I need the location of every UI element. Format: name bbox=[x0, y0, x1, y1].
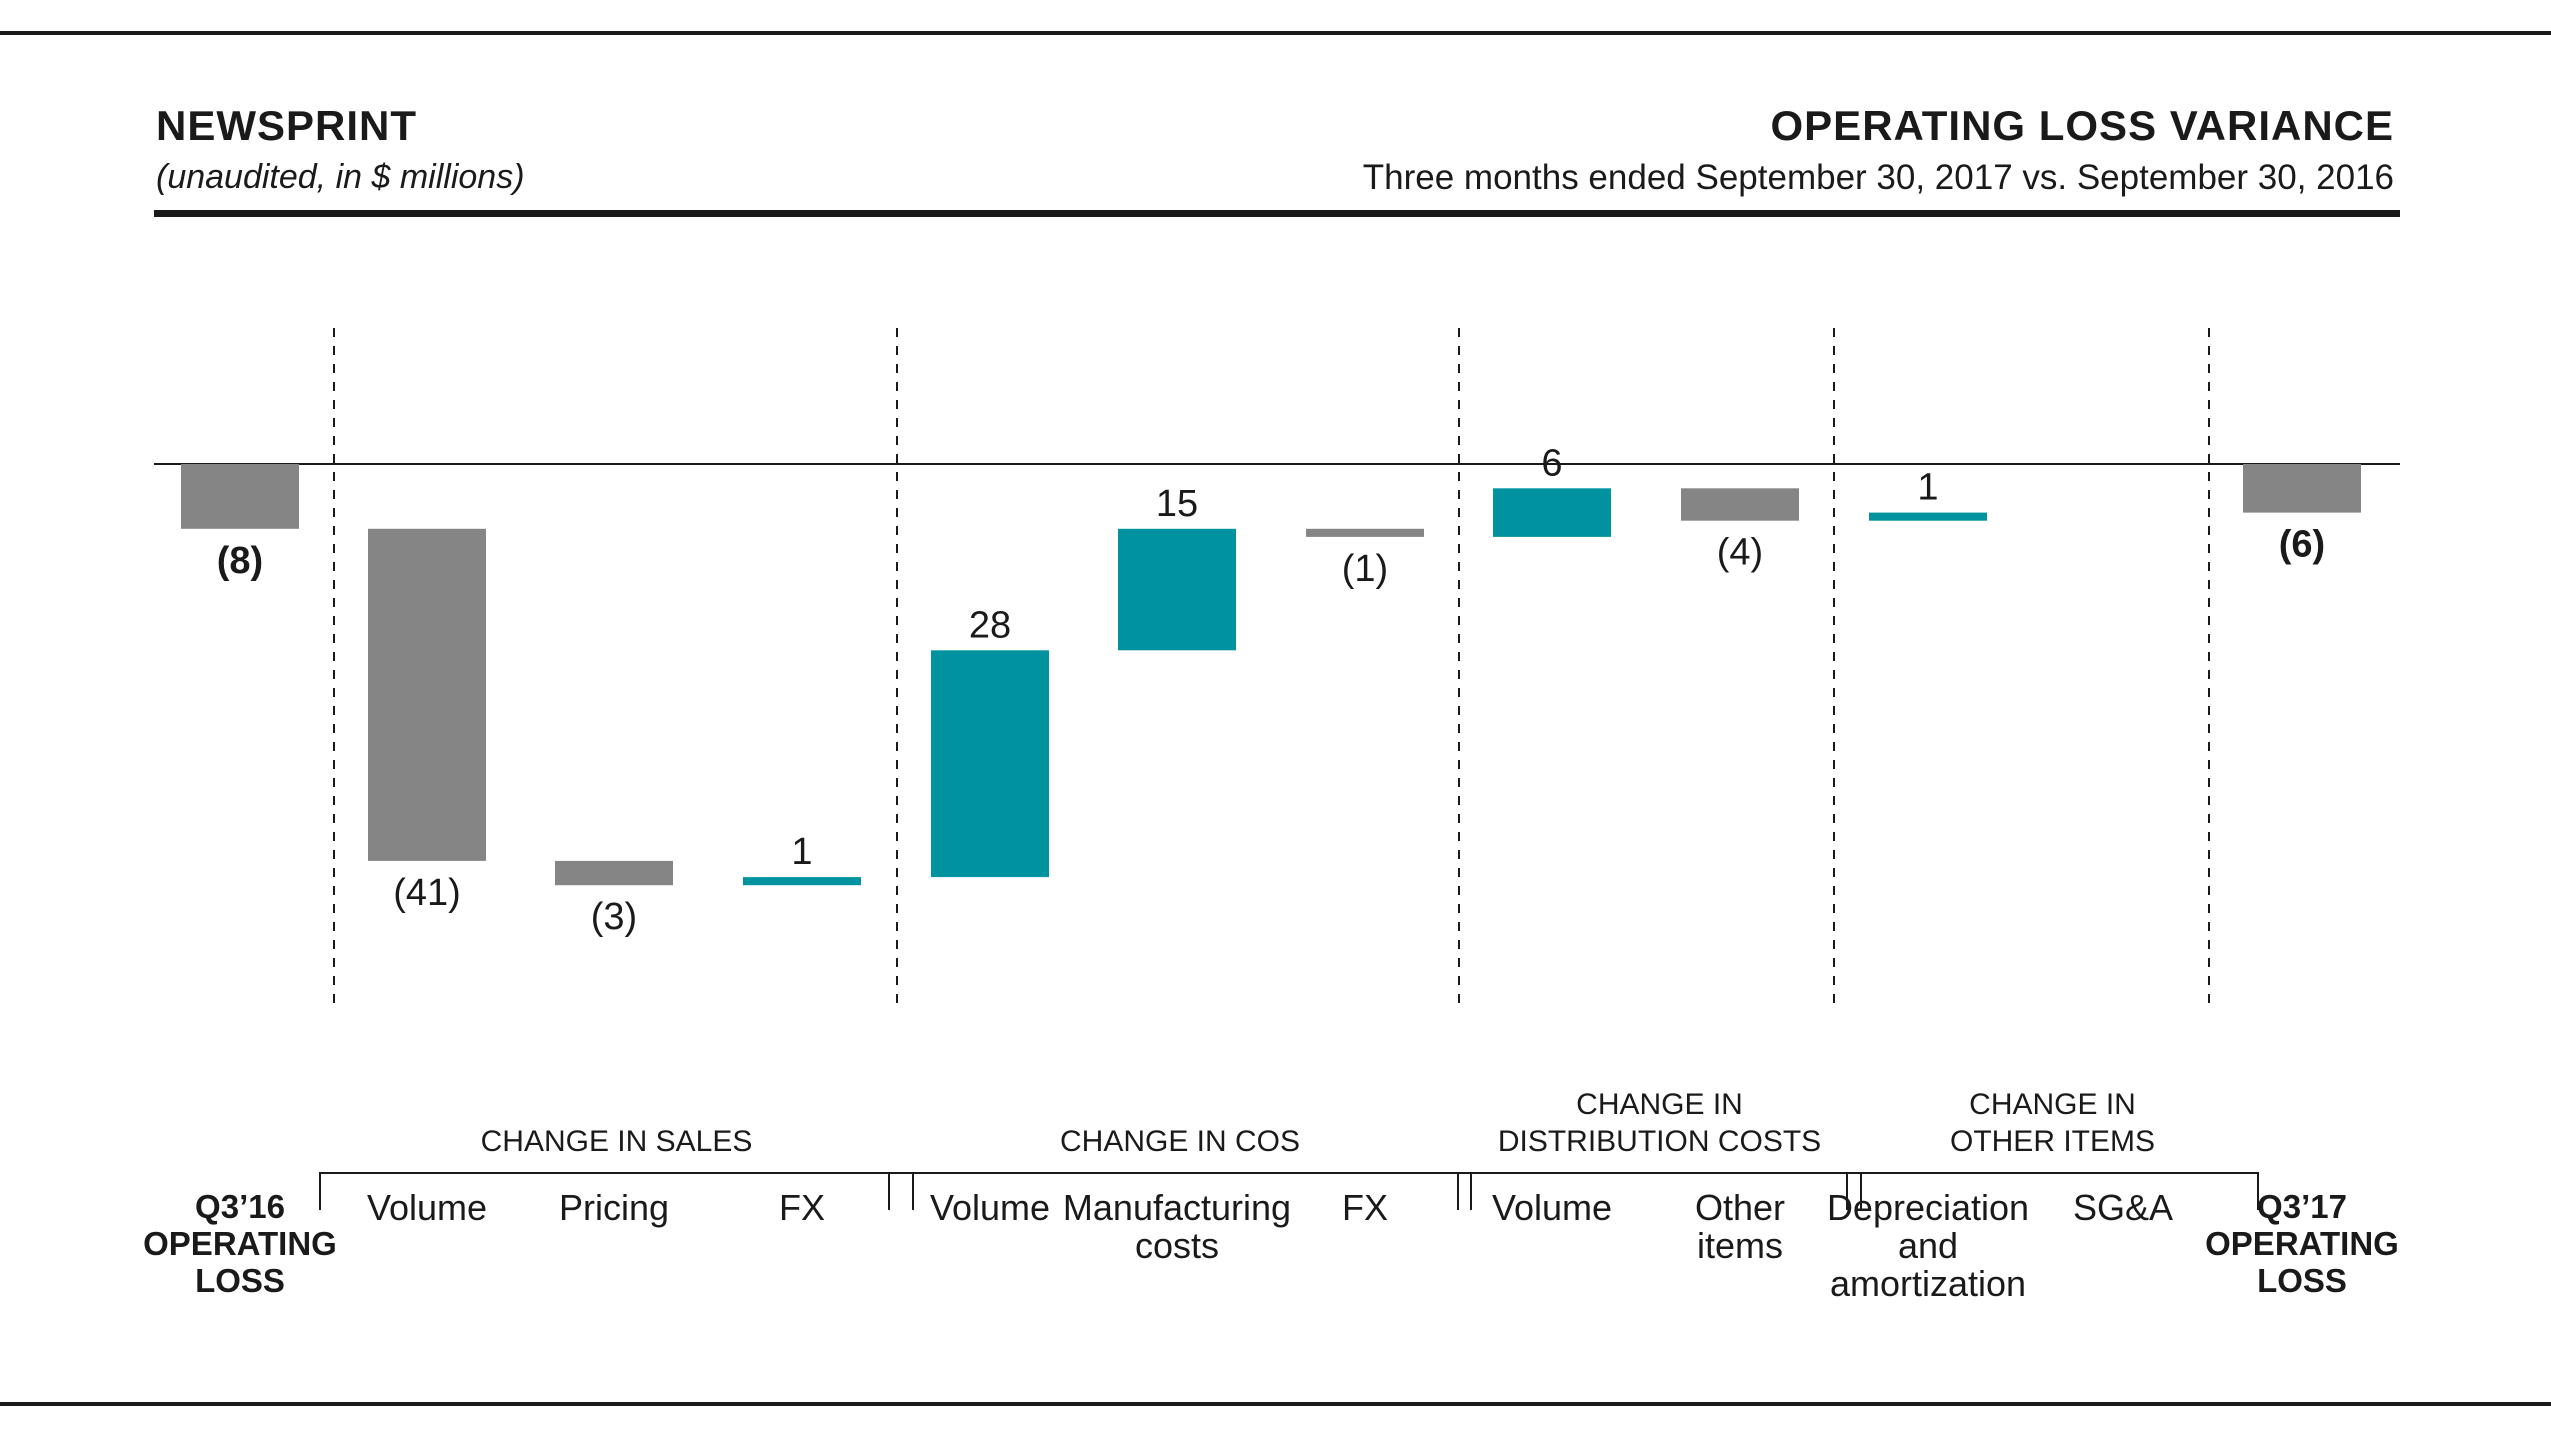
bar-start bbox=[181, 464, 299, 529]
bar-cos-manufacturing bbox=[1118, 528, 1236, 651]
bar-end bbox=[2243, 464, 2361, 513]
group-label-2-1: DISTRIBUTION COSTS bbox=[1498, 1125, 1821, 1158]
value-label-start: (8) bbox=[217, 540, 263, 582]
value-label-dist-volume: 6 bbox=[1541, 442, 1562, 484]
category-label-other-da-1: and bbox=[1898, 1225, 1958, 1266]
value-label-sales-fx: 1 bbox=[791, 831, 812, 873]
header-rule bbox=[154, 210, 2400, 217]
category-label-cos-manufacturing-1: costs bbox=[1135, 1225, 1219, 1266]
group-bracket-3 bbox=[1846, 1172, 2259, 1210]
category-label-cos-fx-0: FX bbox=[1342, 1187, 1388, 1228]
group-separators bbox=[333, 328, 2210, 1003]
value-label-end: (6) bbox=[2279, 524, 2325, 566]
bar-sales-volume bbox=[368, 528, 486, 861]
chart-section-title: NEWSPRINT bbox=[156, 102, 417, 149]
chart-units: (unaudited, in $ millions) bbox=[156, 158, 525, 196]
value-label-other-da: 1 bbox=[1917, 467, 1938, 509]
category-label-start-0: Q3’16 bbox=[195, 1188, 285, 1225]
value-label-sales-pricing: (3) bbox=[591, 896, 637, 938]
group-bracket-1 bbox=[888, 1172, 1472, 1210]
group-label-3-1: OTHER ITEMS bbox=[1950, 1125, 2155, 1158]
bar-dist-volume bbox=[1493, 488, 1611, 537]
bar-other-da bbox=[1869, 512, 1987, 521]
top-rule bbox=[0, 31, 2551, 35]
value-label-cos-fx: (1) bbox=[1342, 548, 1388, 590]
category-label-other-da-0: Depreciation bbox=[1827, 1187, 2029, 1228]
group-brackets-layer: CHANGE IN SALES CHANGE IN COS CHANGE IN DIS… bbox=[319, 1088, 2259, 1210]
category-label-sales-pricing-0: Pricing bbox=[559, 1187, 669, 1228]
category-label-other-da-2: amortization bbox=[1830, 1263, 2026, 1304]
bars-layer bbox=[181, 464, 2361, 886]
category-label-dist-volume-0: Volume bbox=[1492, 1187, 1612, 1228]
category-label-dist-other-0: Other bbox=[1695, 1187, 1785, 1228]
category-label-end-0: Q3’17 bbox=[2257, 1188, 2347, 1225]
category-label-start-1: OPERATING bbox=[143, 1225, 337, 1262]
bar-dist-other bbox=[1681, 488, 1799, 521]
group-label-0-0: CHANGE IN SALES bbox=[481, 1125, 753, 1158]
category-label-other-sga-0: SG&A bbox=[2073, 1187, 2173, 1228]
value-label-sales-volume: (41) bbox=[393, 872, 461, 914]
category-label-end-2: LOSS bbox=[2257, 1262, 2347, 1299]
bar-sales-fx bbox=[743, 877, 861, 886]
group-label-3-0: CHANGE IN bbox=[1969, 1088, 2136, 1121]
group-label-1-0: CHANGE IN COS bbox=[1060, 1125, 1300, 1158]
bar-sales-pricing bbox=[555, 860, 673, 886]
category-label-cos-volume-0: Volume bbox=[930, 1187, 1050, 1228]
category-label-sales-volume-0: Volume bbox=[367, 1187, 487, 1228]
bar-cos-fx bbox=[1306, 528, 1424, 537]
group-label-2-0: CHANGE IN bbox=[1576, 1088, 1743, 1121]
value-label-cos-volume: 28 bbox=[969, 604, 1011, 646]
category-label-cos-manufacturing-0: Manufacturing bbox=[1063, 1187, 1291, 1228]
bar-cos-volume bbox=[931, 650, 1049, 878]
category-label-start-2: LOSS bbox=[195, 1262, 285, 1299]
category-label-dist-other-1: items bbox=[1697, 1225, 1783, 1266]
chart-title: OPERATING LOSS VARIANCE bbox=[1770, 102, 2394, 149]
group-bracket-0 bbox=[319, 1172, 914, 1210]
value-label-dist-other: (4) bbox=[1717, 532, 1763, 574]
value-labels-layer: (8) (41) (3) 1 28 15 (1) 6 (4) 1 (6) bbox=[217, 442, 2325, 938]
category-label-sales-fx-0: FX bbox=[779, 1187, 825, 1228]
group-bracket-2 bbox=[1457, 1172, 1862, 1210]
value-label-cos-manufacturing: 15 bbox=[1156, 483, 1198, 525]
category-label-end-1: OPERATING bbox=[2205, 1225, 2399, 1262]
bottom-rule bbox=[0, 1402, 2551, 1406]
chart-subtitle: Three months ended September 30, 2017 vs… bbox=[1362, 158, 2394, 197]
